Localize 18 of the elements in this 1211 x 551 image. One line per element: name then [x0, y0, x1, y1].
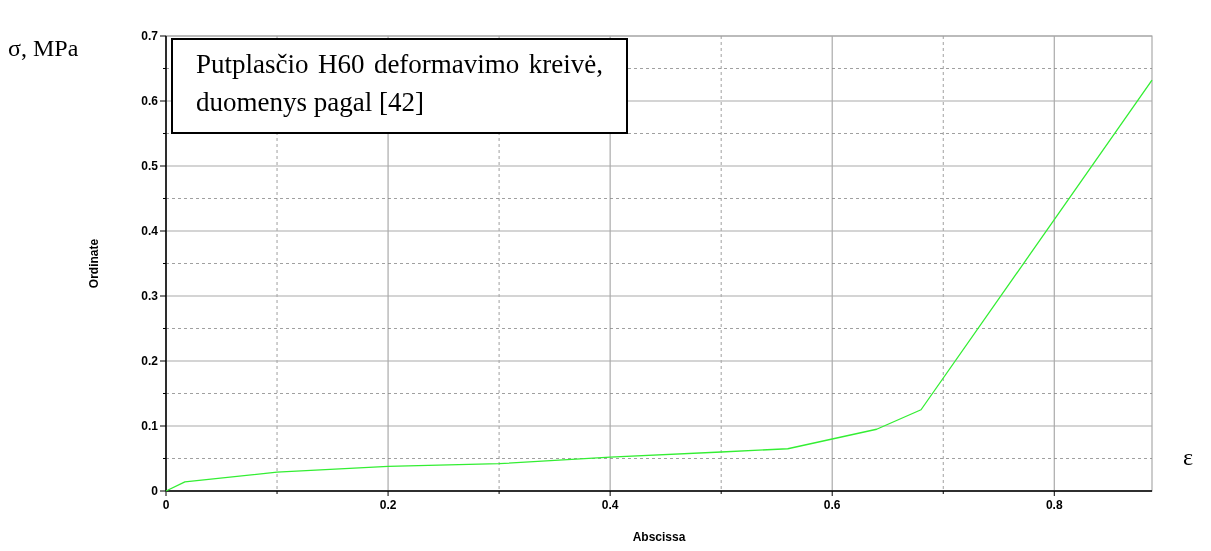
annotation: Putplasčio H60 deformavimo kreivė, duomenys pagal [42]: [195, 48, 604, 119]
y-tick-label: 0.4: [141, 224, 159, 238]
y-axis-title: Ordinate: [87, 238, 101, 289]
y-tick-label: 0.5: [141, 159, 159, 173]
x-tick-label: 0.4: [601, 498, 619, 512]
y-tick-label: 0: [151, 484, 159, 498]
y-tick-label: 0.6: [141, 94, 159, 108]
x-tick-label: 0.2: [379, 498, 397, 512]
y-tick-label: 0.3: [141, 289, 159, 303]
x-tick-label: 0.8: [1045, 498, 1063, 512]
x-tick-label: 0.6: [823, 498, 841, 512]
text: ε: [1182, 444, 1193, 470]
text: σ, MPa: [8, 35, 79, 61]
y-tick-label: 0.7: [141, 29, 159, 43]
y-tick-label: 0.2: [141, 354, 159, 368]
x-tick-label: 0: [162, 498, 170, 512]
x-axis-title: Abscissa: [632, 530, 686, 544]
y-tick-label: 0.1: [141, 419, 159, 433]
